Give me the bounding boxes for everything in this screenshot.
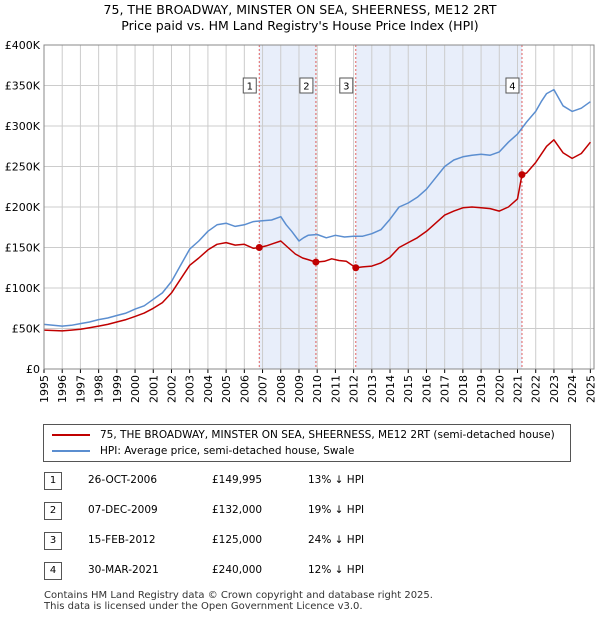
x-tick-label: 2005 <box>220 375 233 403</box>
x-tick-label: 2017 <box>439 375 452 403</box>
x-tick-label: 2008 <box>275 375 288 403</box>
y-tick-label: £250K <box>5 161 41 174</box>
purchase-label-box <box>242 77 257 94</box>
transaction-number: 2 <box>44 502 62 520</box>
legend-swatch-hpi <box>52 450 90 452</box>
legend: 75, THE BROADWAY, MINSTER ON SEA, SHEERN… <box>43 424 571 462</box>
x-tick-label: 2023 <box>548 375 561 403</box>
transaction-date: 30-MAR-2021 <box>88 564 159 576</box>
purchase-label: 2 <box>303 82 309 93</box>
purchase-label-box <box>299 77 314 94</box>
transaction-price: £125,000 <box>212 534 263 546</box>
x-tick-label: 1995 <box>38 375 51 403</box>
x-tick-label: 2003 <box>184 375 197 403</box>
x-tick-label: 2024 <box>566 375 579 403</box>
x-tick-label: 1999 <box>111 375 124 403</box>
x-tick-label: 2007 <box>257 375 270 403</box>
x-tick-label: 2001 <box>147 375 160 403</box>
purchase-point <box>518 171 526 179</box>
y-tick-label: £400K <box>5 39 41 52</box>
x-tick-label: 2015 <box>402 375 415 403</box>
x-tick-label: 2010 <box>311 375 324 403</box>
y-tick-label: £0 <box>26 363 40 376</box>
x-tick-label: 2021 <box>512 375 525 403</box>
transaction-number: 1 <box>44 472 62 490</box>
transaction-hpi: 13% ↓ HPI <box>308 474 365 486</box>
transaction-hpi: 12% ↓ HPI <box>308 564 365 576</box>
x-tick-label: 2012 <box>348 375 361 403</box>
x-tick-label: 2025 <box>584 375 597 403</box>
x-tick-label: 2000 <box>129 375 142 403</box>
y-tick-label: £350K <box>5 80 41 93</box>
footer-license: This data is licensed under the Open Gov… <box>44 601 363 612</box>
transaction-price: £132,000 <box>212 504 263 516</box>
transaction-price: £149,995 <box>212 474 263 486</box>
purchase-point <box>255 244 263 252</box>
transaction-hpi: 19% ↓ HPI <box>308 504 365 516</box>
x-tick-label: 2013 <box>366 375 379 403</box>
y-tick-label: £300K <box>5 120 41 133</box>
table-row: 3 15-FEB-2012 £125,000 24% ↓ HPI <box>0 528 600 558</box>
transaction-date: 26-OCT-2006 <box>88 474 157 486</box>
purchase-label-box <box>505 77 520 94</box>
footer-copyright: Contains HM Land Registry data © Crown c… <box>44 590 433 601</box>
x-tick-label: 2020 <box>493 375 506 403</box>
x-tick-label: 2009 <box>293 375 306 403</box>
x-tick-label: 1996 <box>56 375 69 403</box>
legend-swatch-property <box>52 434 90 436</box>
purchase-label: 1 <box>247 82 253 93</box>
plot-border <box>43 44 595 370</box>
title-line-1: 75, THE BROADWAY, MINSTER ON SEA, SHEERN… <box>103 2 497 17</box>
transaction-date: 15-FEB-2012 <box>88 534 156 546</box>
purchase-point <box>312 258 320 266</box>
x-tick-label: 2016 <box>420 375 433 403</box>
y-tick-label: £100K <box>5 282 41 295</box>
transaction-date: 07-DEC-2009 <box>88 504 158 516</box>
purchase-label-box <box>339 77 354 94</box>
table-row: 1 26-OCT-2006 £149,995 13% ↓ HPI <box>0 468 600 498</box>
y-tick-label: £50K <box>12 323 41 336</box>
transaction-number: 4 <box>44 562 62 580</box>
transaction-price: £240,000 <box>212 564 263 576</box>
table-row: 4 30-MAR-2021 £240,000 12% ↓ HPI <box>0 558 600 588</box>
table-row: 2 07-DEC-2009 £132,000 19% ↓ HPI <box>0 498 600 528</box>
x-tick-label: 2006 <box>238 375 251 403</box>
transaction-number: 3 <box>44 532 62 550</box>
legend-label-property: 75, THE BROADWAY, MINSTER ON SEA, SHEERN… <box>100 429 555 441</box>
legend-label-hpi: HPI: Average price, semi-detached house,… <box>100 445 355 457</box>
x-tick-label: 2014 <box>384 375 397 403</box>
y-tick-label: £200K <box>5 201 41 214</box>
property-series-line <box>43 139 591 332</box>
purchase-label: 4 <box>509 82 515 93</box>
x-tick-label: 2002 <box>165 375 178 403</box>
x-tick-label: 2011 <box>329 375 342 403</box>
hpi-series-line <box>43 88 591 327</box>
y-tick-label: £150K <box>5 242 41 255</box>
x-tick-label: 1997 <box>74 375 87 403</box>
x-tick-label: 2004 <box>202 375 215 403</box>
x-tick-label: 1998 <box>93 375 106 403</box>
x-tick-label: 2022 <box>530 375 543 403</box>
purchase-label: 3 <box>343 82 349 93</box>
x-tick-label: 2019 <box>475 375 488 403</box>
transaction-hpi: 24% ↓ HPI <box>308 534 365 546</box>
purchase-point <box>352 264 360 272</box>
footer: Contains HM Land Registry data © Crown c… <box>44 590 433 612</box>
price-chart: £0 £50K £100K £150K £200K £250K £300K £350K £400… <box>5 39 598 403</box>
chart-title: 75, THE BROADWAY, MINSTER ON SEA, SHEERN… <box>0 2 600 34</box>
title-line-2: Price paid vs. HM Land Registry's House … <box>121 18 479 33</box>
x-tick-label: 2018 <box>457 375 470 403</box>
